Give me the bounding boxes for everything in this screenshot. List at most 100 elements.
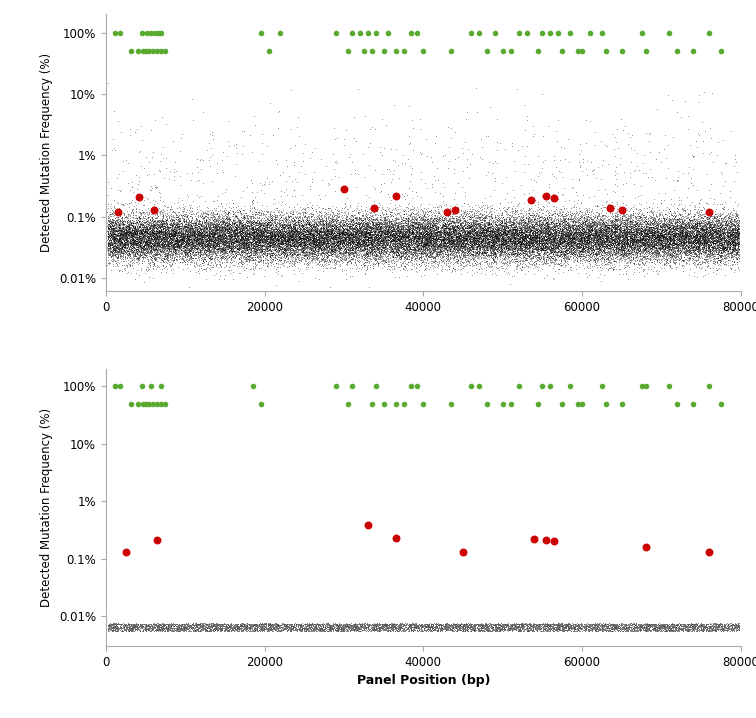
Point [550,239,562,251]
Point [404,625,417,636]
Point [165,239,177,251]
Point [303,620,315,632]
Point [127,218,139,229]
Point [156,623,168,634]
Point [207,243,219,254]
Point [171,238,183,250]
Point [469,218,481,230]
Point [310,622,322,633]
Point [426,235,438,246]
Point [193,215,205,227]
Point [149,227,161,238]
Point [688,621,700,633]
Point [528,248,540,260]
Point [717,625,730,636]
Point [340,226,352,238]
Point [600,620,612,631]
Point [547,246,559,258]
Point [416,220,428,232]
Point [364,257,376,269]
Point [125,208,137,219]
Point [141,228,153,239]
Point [209,227,221,238]
Point [449,229,461,241]
Point [269,217,281,228]
Point [226,234,238,246]
Point [311,236,324,247]
Point [150,242,162,253]
Point [235,218,247,229]
Point [141,221,153,233]
Point [675,233,687,244]
Point [607,204,619,215]
Point [485,247,497,258]
Point [311,231,324,243]
Point [428,216,440,228]
Point [165,221,177,233]
Point [613,214,625,225]
Point [289,214,301,225]
Point [498,248,510,259]
Point [294,223,306,235]
Point [270,222,282,233]
Point [562,246,575,258]
Point [488,226,500,238]
Point [137,241,149,253]
Point [445,246,457,258]
Point [437,240,449,251]
Point [256,231,268,243]
Point [463,238,476,250]
Point [209,236,221,247]
Point [519,228,531,239]
Point [375,236,387,247]
Point [131,241,143,253]
Point [709,258,721,270]
Point [203,225,215,237]
Point [625,215,637,227]
Point [727,235,739,246]
Point [538,237,550,248]
Point [302,624,314,635]
Point [150,245,163,256]
Point [476,216,488,228]
Point [107,230,119,241]
Point [169,225,181,237]
Point [730,215,742,226]
Point [494,241,507,253]
Point [398,233,411,245]
Point [525,222,537,233]
Point [104,220,116,232]
Point [176,234,188,246]
Point [460,624,472,635]
Point [399,213,411,224]
Point [654,620,666,631]
Point [606,215,618,227]
Point [612,243,624,255]
Point [525,228,537,240]
Point [569,234,581,246]
Point [584,226,596,238]
Point [498,214,510,225]
Point [138,231,150,243]
Point [304,239,316,251]
Point [516,620,528,631]
Point [260,214,272,225]
Point [651,247,663,258]
Point [239,228,251,239]
Point [459,228,471,240]
Point [253,223,265,235]
Point [606,623,618,634]
Point [289,221,301,233]
Point [240,620,252,631]
Point [288,236,300,248]
Point [139,210,151,222]
Point [457,248,469,259]
Point [506,620,518,631]
Point [560,215,572,227]
Point [354,238,366,250]
Point [261,242,273,253]
Point [426,240,438,251]
Point [484,218,496,230]
Point [705,625,717,637]
Point [269,617,281,629]
